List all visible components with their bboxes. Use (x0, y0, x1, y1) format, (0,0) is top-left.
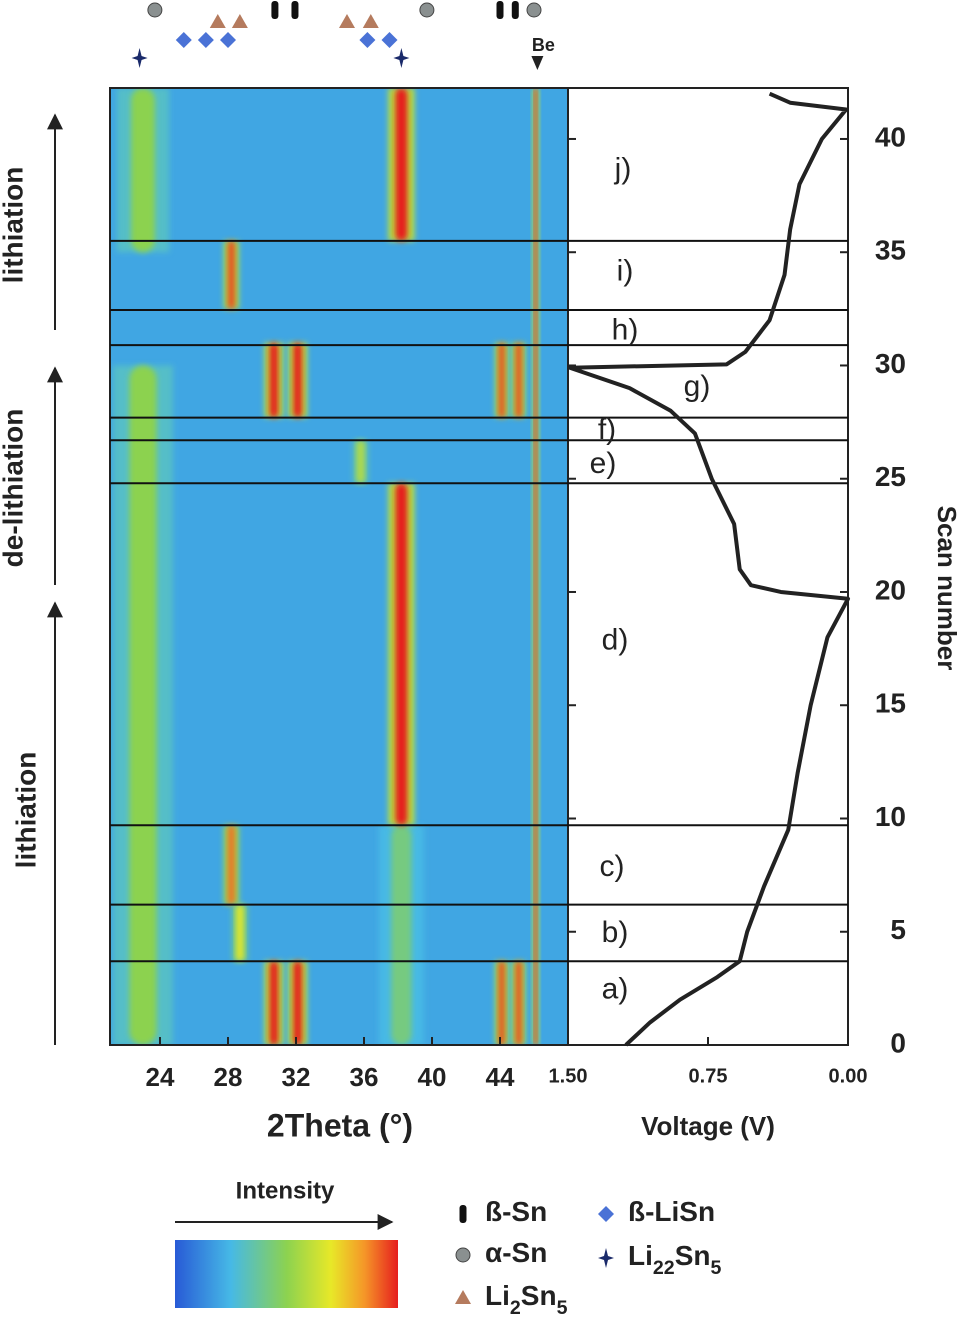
y-tick-label: 25 (875, 461, 906, 492)
legend-label: ß-Sn (485, 1196, 547, 1227)
colorbar (175, 1240, 398, 1308)
x-tick-label: 44 (486, 1062, 515, 1092)
y-axis-label: Scan number (932, 506, 961, 671)
x-tick-label: 32 (282, 1062, 311, 1092)
voltage-line (567, 91, 850, 1047)
region-label: j) (614, 153, 632, 186)
peak (131, 88, 155, 253)
peak (129, 365, 157, 1045)
reference-label: Be (532, 35, 555, 55)
x-tick-label: 36 (350, 1062, 379, 1092)
legend-label: α-Sn (485, 1237, 547, 1268)
phase-marker (147, 2, 163, 18)
peak (498, 342, 505, 418)
peak (227, 825, 235, 905)
peak (515, 961, 522, 1045)
region-label: e) (590, 447, 617, 480)
phase-marker (359, 32, 376, 48)
side-label: lithiation (10, 752, 41, 869)
phase-marker (381, 32, 398, 48)
phase-marker (338, 14, 355, 28)
x-tick-label: 24 (146, 1062, 175, 1092)
peak (269, 342, 279, 418)
y-tick-label: 35 (875, 235, 906, 266)
peak (293, 342, 302, 418)
y-tick-label: 10 (875, 801, 906, 832)
phase-marker (131, 48, 148, 68)
region-label: c) (600, 850, 625, 883)
heatmap (110, 88, 568, 1045)
y-tick-label: 5 (890, 914, 906, 945)
legend-label: Li2Sn5 (485, 1280, 568, 1319)
x-tick-label: 1.50 (549, 1065, 588, 1087)
peak (236, 904, 244, 962)
phase-marker (455, 1290, 471, 1304)
heatmap-background (110, 88, 568, 1045)
y-tick-label: 40 (875, 121, 906, 152)
phase-marker (419, 2, 435, 18)
phase-marker (496, 1, 504, 19)
x-tick-label: 28 (214, 1062, 243, 1092)
peak (515, 342, 522, 418)
peak (293, 961, 302, 1045)
phase-marker (459, 1205, 467, 1223)
phase-marker (271, 1, 279, 19)
x-tick-label: 0.75 (689, 1065, 728, 1087)
region-label: d) (602, 624, 629, 657)
phase-marker (598, 1206, 614, 1222)
peak (357, 440, 364, 484)
phase-marker (175, 32, 192, 48)
x-axis-label: 2Theta (°) (267, 1107, 413, 1143)
region-label: a) (602, 973, 629, 1006)
region-label: h) (612, 313, 639, 346)
peak (395, 483, 408, 826)
peak (498, 961, 505, 1045)
y-tick-label: 20 (875, 574, 906, 605)
reference-marker (531, 56, 544, 70)
peak (534, 88, 537, 1045)
phase-marker (209, 14, 226, 28)
phase-marker (511, 1, 519, 19)
phase-marker (526, 2, 542, 18)
x-tick-label: 40 (418, 1062, 447, 1092)
phase-marker (598, 1248, 614, 1268)
legend-label: Li22Sn5 (628, 1240, 721, 1279)
region-label: b) (602, 916, 629, 949)
phase-marker (455, 1247, 471, 1263)
peak (227, 240, 235, 309)
peak (391, 825, 412, 1045)
phase-marker (197, 32, 214, 48)
phase-marker (291, 1, 299, 19)
y-tick-label: 30 (875, 348, 906, 379)
region-label: i) (617, 255, 634, 288)
x-axis-label: Voltage (V) (641, 1111, 775, 1141)
plot-frame (567, 87, 849, 1046)
side-label: lithiation (0, 167, 28, 284)
peak (395, 88, 408, 241)
region-label: f) (598, 413, 616, 446)
y-tick-label: 0 (890, 1027, 906, 1058)
phase-marker (362, 14, 379, 28)
phase-marker (219, 32, 236, 48)
side-label: de-lithiation (0, 409, 28, 568)
phase-marker (393, 48, 410, 68)
legend-label: ß-LiSn (628, 1196, 715, 1227)
region-label: g) (684, 370, 711, 403)
peak (269, 961, 279, 1045)
y-tick-label: 15 (875, 688, 906, 719)
phase-marker (231, 14, 248, 28)
colorbar-label: Intensity (236, 1177, 335, 1204)
x-tick-label: 0.00 (829, 1065, 868, 1087)
